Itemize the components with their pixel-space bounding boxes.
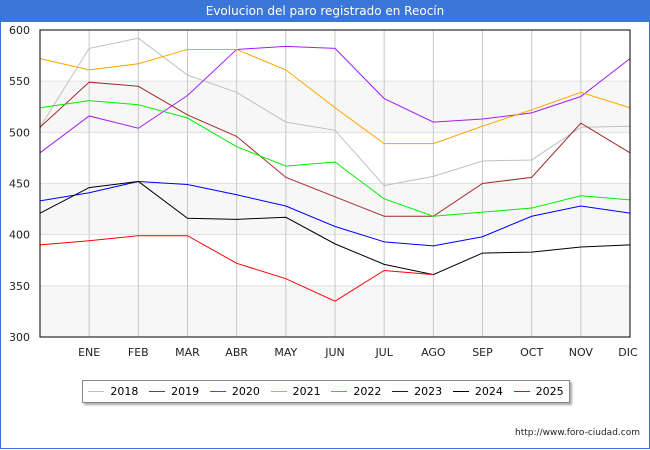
x-tick-label: AGO	[421, 346, 446, 359]
x-tick-label: ABR	[225, 346, 248, 359]
x-tick-label: SEP	[472, 346, 493, 359]
legend-label: 2024	[474, 385, 503, 398]
series-line-2018	[39, 37, 631, 187]
legend-item-2020: 2020	[209, 385, 260, 398]
x-tick-label: OCT	[520, 346, 543, 359]
x-tick-label: DIC	[618, 346, 638, 359]
chart-title: Evolucion del paro registrado en Reocín	[0, 0, 650, 22]
legend-swatch	[331, 391, 348, 392]
legend-label: 2018	[110, 385, 139, 398]
plot-border	[39, 29, 631, 338]
series-line-2024	[39, 180, 631, 276]
legend-item-2021: 2021	[270, 385, 321, 398]
legend-item-2024: 2024	[452, 385, 503, 398]
legend-item-2018: 2018	[88, 385, 138, 398]
series-line-2025	[39, 235, 434, 302]
legend-swatch	[209, 391, 226, 392]
legend-swatch	[149, 391, 166, 392]
legend-item-2022: 2022	[331, 385, 381, 398]
x-tick-label: FEB	[128, 346, 149, 359]
x-tick-label: JUN	[324, 346, 345, 359]
legend-swatch	[513, 391, 530, 392]
x-tick-label: MAY	[274, 346, 297, 359]
legend-swatch	[270, 391, 287, 392]
legend: 2018 2019 2020 2021 2022 2023 2024 2025	[82, 380, 570, 403]
series-line-2019	[39, 81, 631, 217]
x-tick-label: ENE	[78, 346, 100, 359]
y-tick-label: 600	[9, 24, 30, 37]
x-tick-label: MAR	[175, 346, 200, 359]
legend-label: 2019	[171, 385, 200, 398]
y-tick-label: 550	[9, 75, 30, 88]
y-tick-label: 400	[9, 229, 30, 242]
y-tick-label: 450	[9, 178, 30, 191]
legend-swatch	[392, 391, 409, 392]
legend-label: 2025	[535, 385, 564, 398]
legend-label: 2021	[292, 385, 321, 398]
series-line-2022	[39, 100, 631, 217]
y-tick-label: 350	[9, 280, 30, 293]
x-tick-label: NOV	[569, 346, 594, 359]
x-tick-label: JUL	[374, 346, 393, 359]
footer-url[interactable]: http://www.foro-ciudad.com	[515, 428, 640, 438]
legend-item-2019: 2019	[149, 385, 199, 398]
series-line-2020	[39, 45, 631, 154]
series-line-2021	[39, 48, 631, 145]
legend-label: 2022	[353, 385, 382, 398]
legend-item-2023: 2023	[392, 385, 442, 398]
legend-label: 2023	[414, 385, 443, 398]
y-tick-label: 300	[9, 331, 30, 344]
legend-item-2025: 2025	[513, 385, 564, 398]
legend-label: 2020	[231, 385, 260, 398]
legend-swatch	[88, 391, 105, 392]
y-tick-label: 500	[9, 126, 30, 139]
legend-swatch	[452, 391, 469, 392]
